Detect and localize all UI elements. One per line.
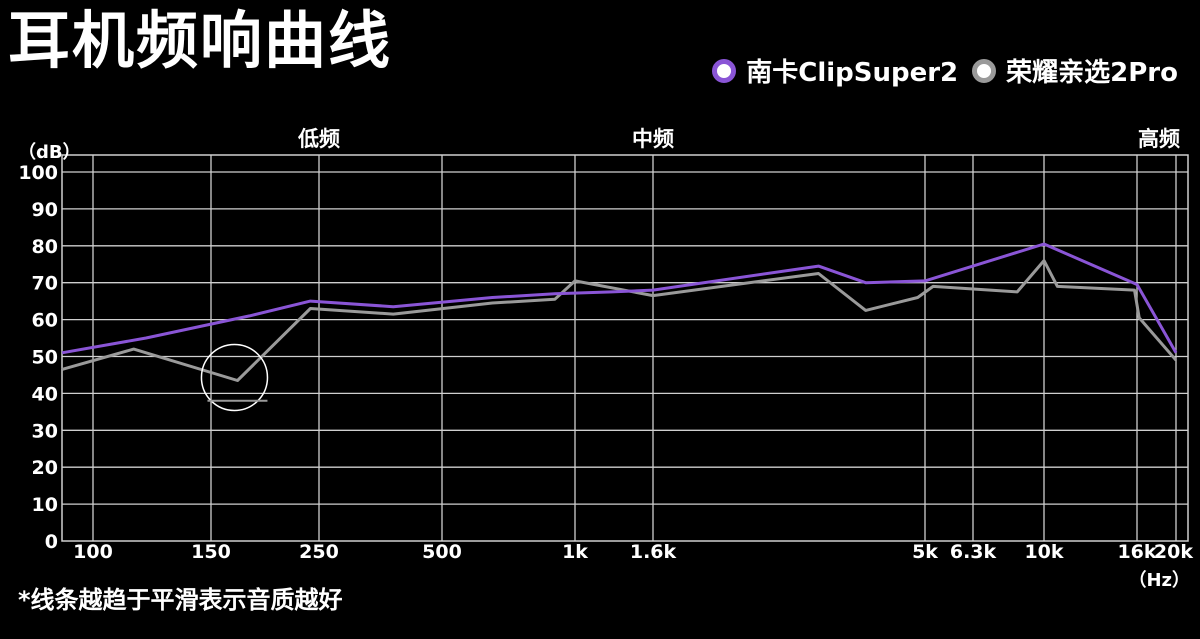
chart-title: 耳机频响曲线 — [8, 4, 393, 77]
x-tick-label: 1k — [562, 541, 588, 563]
y-tick-label: 30 — [32, 420, 58, 442]
legend-dot-icon — [972, 58, 997, 83]
legend-item-series-1: 南卡ClipSuper2 — [712, 52, 958, 89]
y-tick-label: 70 — [32, 273, 58, 295]
x-axis-unit: （Hz） — [1128, 570, 1190, 591]
y-tick-label: 40 — [32, 383, 58, 405]
legend-label: 荣耀亲选2Pro — [1006, 58, 1178, 88]
region-label: 低频 — [297, 127, 340, 151]
footnote: *线条越趋于平滑表示音质越好 — [18, 586, 343, 614]
annotation-circle — [200, 343, 269, 412]
x-tick-label: 16k — [1117, 541, 1156, 563]
y-tick-label: 80 — [32, 236, 58, 258]
x-tick-label: 100 — [73, 541, 113, 563]
x-tick-label: 1.6k — [630, 541, 677, 563]
legend-dot-icon — [712, 58, 737, 83]
y-tick-label: 10 — [32, 494, 58, 516]
y-axis-label: （dB） — [18, 142, 81, 163]
legend: 南卡ClipSuper2 荣耀亲选2Pro — [712, 52, 1178, 89]
series-line-2 — [61, 259, 1178, 382]
series-line-1 — [61, 242, 1178, 355]
y-tick-label: 60 — [32, 310, 58, 332]
y-tick-label: 0 — [45, 531, 58, 553]
x-tick-label: 5k — [912, 541, 938, 563]
region-label: 高频 — [1138, 127, 1180, 151]
x-tick-label: 6.3k — [950, 541, 997, 563]
x-tick-label: 20k — [1154, 541, 1193, 563]
x-tick-label: 250 — [299, 541, 339, 563]
y-tick-label: 20 — [32, 457, 58, 479]
y-tick-label: 100 — [18, 162, 58, 184]
x-tick-label: 10k — [1024, 541, 1063, 563]
y-tick-label: 90 — [32, 199, 58, 221]
region-label: 中频 — [632, 127, 674, 151]
plot-frame — [61, 154, 1189, 542]
legend-item-series-2: 荣耀亲选2Pro — [972, 52, 1178, 89]
y-tick-label: 50 — [32, 347, 58, 369]
x-tick-label: 500 — [422, 541, 462, 563]
legend-label: 南卡ClipSuper2 — [746, 58, 959, 88]
x-tick-label: 150 — [191, 541, 231, 563]
